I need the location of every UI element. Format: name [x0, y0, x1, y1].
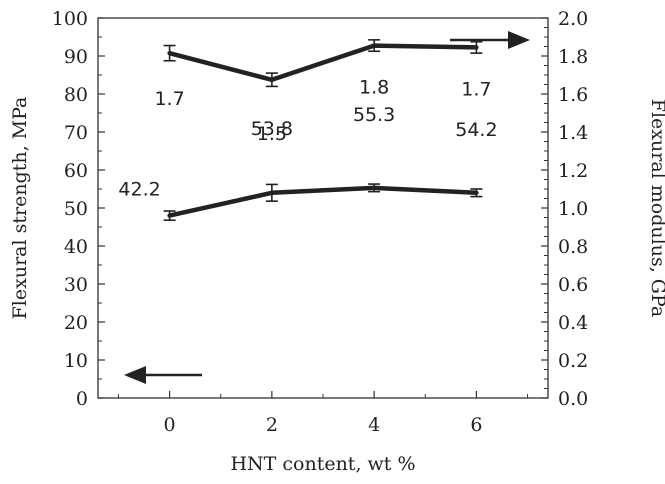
left-tick-label: 40	[64, 236, 88, 258]
data-label: 1.7	[461, 78, 491, 100]
data-point	[269, 190, 275, 195]
left-tick-label: 0	[76, 388, 88, 410]
right-tick-label: 0.0	[558, 388, 588, 410]
data-point	[167, 213, 172, 218]
data-point	[371, 43, 377, 48]
left-tick-label: 100	[52, 8, 88, 30]
data-label: 54.2	[455, 119, 497, 141]
left-tick-label: 50	[64, 198, 88, 220]
x-tick-label: 6	[470, 414, 482, 436]
data-point	[474, 190, 479, 195]
data-label: 53.8	[251, 118, 293, 140]
left-tick-label: 70	[64, 122, 88, 144]
right-tick-label: 0.4	[558, 312, 588, 334]
left-tick-label: 10	[64, 350, 88, 372]
data-point	[474, 45, 479, 50]
right-tick-label: 1.6	[558, 84, 588, 106]
right-tick-label: 0.2	[558, 350, 588, 372]
left-tick-label: 30	[64, 274, 88, 296]
data-label: 1.8	[359, 77, 389, 99]
data-label: 55.3	[353, 104, 395, 126]
x-tick-label: 2	[266, 414, 278, 436]
data-label: 1.5	[257, 123, 287, 145]
x-tick-label: 4	[368, 414, 380, 436]
right-tick-label: 0.8	[558, 236, 588, 258]
series-layer	[124, 31, 530, 384]
right-tick-label: 1.2	[558, 160, 588, 182]
right-tick-label: 2.0	[558, 8, 588, 30]
right-tick-label: 1.4	[558, 122, 588, 144]
right-y-axis-title: Flexural modulus, GPa	[647, 99, 665, 317]
data-point	[167, 50, 172, 56]
data-label: 1.7	[154, 88, 184, 110]
data-point	[269, 77, 275, 82]
x-axis-title: HNT content, wt %	[230, 453, 415, 475]
series-line-left	[169, 185, 477, 218]
left-axis-arrow-head	[124, 366, 146, 384]
left-tick-label: 80	[64, 84, 88, 106]
right-axis-arrow-head	[508, 31, 530, 49]
data-point	[371, 185, 377, 191]
x-tick-label: 0	[164, 414, 176, 436]
left-tick-label: 20	[64, 312, 88, 334]
data-label: 42.2	[118, 179, 160, 201]
series-line-right	[169, 43, 477, 83]
right-tick-label: 1.8	[558, 46, 588, 68]
left-y-axis-title: Flexural strength, MPa	[9, 97, 31, 320]
plot-frame	[97, 17, 549, 399]
left-tick-label: 90	[64, 46, 88, 68]
labels-layer: 1.7 1.5 1.8 1.7 42.2 53.8 55.3 54.2	[118, 77, 497, 201]
axes: 01020304050607080901000.00.20.40.60.81.0…	[52, 8, 588, 436]
left-tick-label: 60	[64, 160, 88, 182]
right-tick-label: 1.0	[558, 198, 588, 220]
right-tick-label: 0.6	[558, 274, 588, 296]
